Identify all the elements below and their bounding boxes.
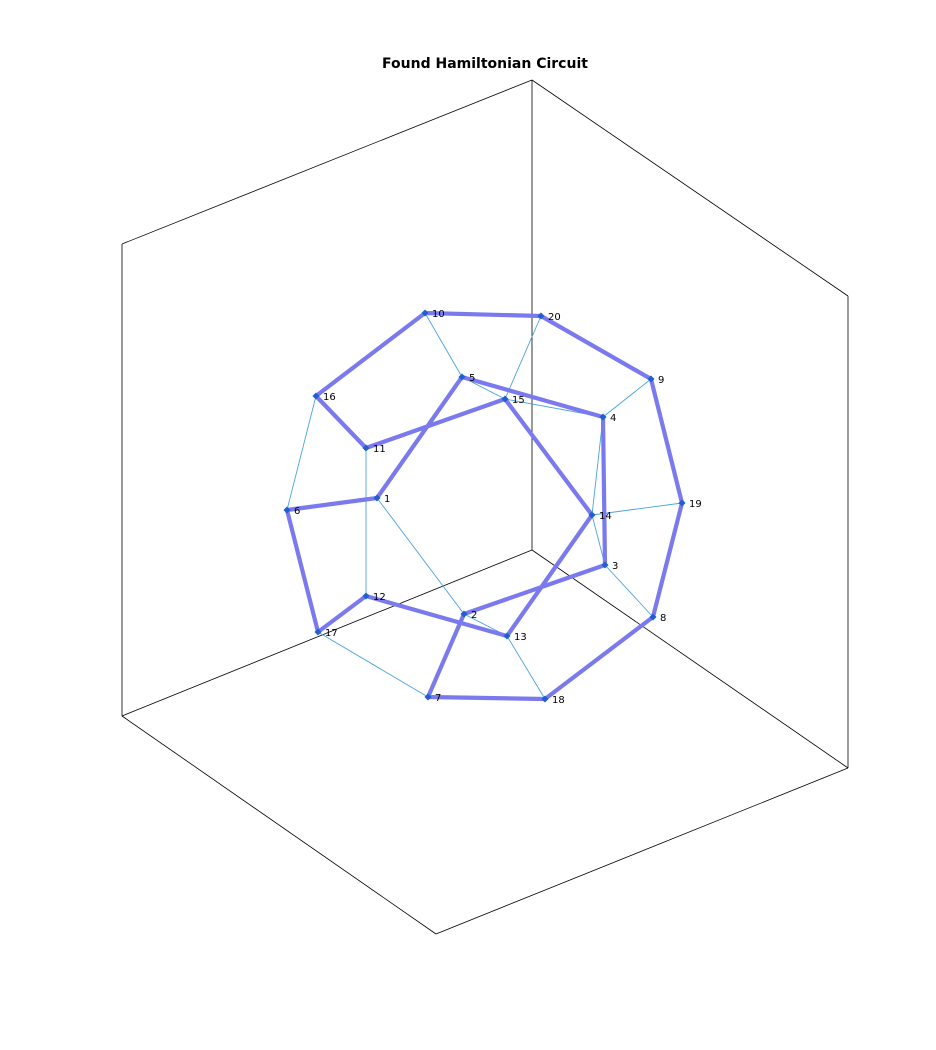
node-marker-17 [314, 628, 322, 636]
box-edge [121, 79, 533, 245]
box-edge [121, 715, 437, 935]
node-marker-14 [588, 511, 596, 519]
node-label-7: 7 [435, 693, 441, 704]
node-marker-2 [460, 610, 468, 618]
node-label-11: 11 [373, 444, 386, 455]
graph-edge-18-13 [506, 635, 546, 700]
node-marker-15 [501, 395, 509, 403]
node-label-20: 20 [548, 312, 561, 323]
graph-edge-14-19 [591, 502, 683, 516]
graph-edge-20-15 [504, 315, 542, 400]
node-marker-18 [541, 695, 549, 703]
node-marker-16 [312, 392, 320, 400]
node-marker-13 [503, 632, 511, 640]
node-label-6: 6 [294, 506, 300, 517]
graph-edge-17-7 [317, 631, 429, 698]
node-marker-4 [599, 413, 607, 421]
axes-box [121, 79, 849, 935]
node-label-4: 4 [610, 413, 616, 424]
chart-title: Found Hamiltonian Circuit [382, 56, 588, 72]
node-marker-5 [458, 373, 466, 381]
box-edge [531, 549, 849, 769]
node-label-14: 14 [599, 511, 612, 522]
node-label-5: 5 [469, 373, 475, 384]
node-marker-19 [678, 499, 686, 507]
node-marker-8 [649, 613, 657, 621]
graph-edge-4-9 [602, 378, 652, 418]
graph-edge-16-6 [286, 395, 317, 511]
node-label-2: 2 [471, 610, 477, 621]
node-marker-12 [362, 592, 370, 600]
node-marker-10 [421, 309, 429, 317]
circuit-path [284, 310, 685, 702]
graph-edge-8-3 [604, 564, 654, 618]
node-label-17: 17 [325, 628, 338, 639]
node-label-19: 19 [689, 499, 702, 510]
graph-edge-1-2 [376, 497, 465, 615]
node-label-13: 13 [514, 632, 527, 643]
node-marker-7 [424, 693, 432, 701]
node-label-1: 1 [384, 494, 390, 505]
node-marker-6 [283, 506, 291, 514]
node-label-10: 10 [432, 309, 445, 320]
node-label-18: 18 [552, 695, 565, 706]
box-edge [121, 549, 533, 717]
node-marker-11 [362, 444, 370, 452]
node-label-16: 16 [323, 392, 336, 403]
node-label-8: 8 [660, 613, 666, 624]
node-marker-9 [647, 375, 655, 383]
node-label-9: 9 [658, 375, 664, 386]
node-label-15: 15 [512, 395, 525, 406]
node-marker-1 [373, 494, 381, 502]
node-label-3: 3 [612, 561, 618, 572]
node-label-12: 12 [373, 592, 386, 603]
node-marker-3 [601, 561, 609, 569]
node-marker-20 [537, 312, 545, 320]
graph-edge-10-5 [424, 312, 463, 378]
box-edge [435, 767, 849, 935]
hamiltonian-circuit [284, 310, 685, 702]
box-edge [531, 79, 849, 297]
